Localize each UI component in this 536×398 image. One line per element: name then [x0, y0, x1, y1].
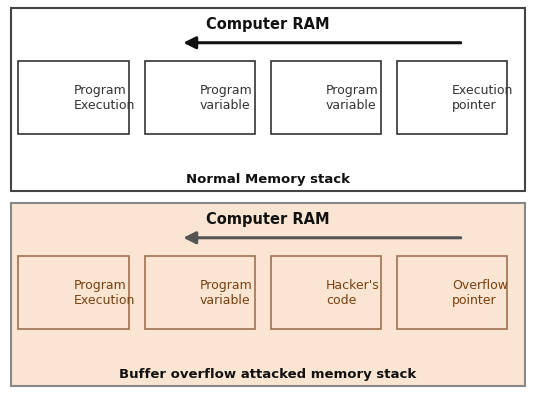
Text: Computer RAM: Computer RAM: [206, 17, 330, 32]
Text: Buffer overflow attacked memory stack: Buffer overflow attacked memory stack: [120, 368, 416, 381]
Text: Normal Memory stack: Normal Memory stack: [186, 173, 350, 186]
Bar: [145, 61, 255, 134]
Text: Program
Execution: Program Execution: [74, 279, 135, 307]
Bar: [145, 256, 255, 329]
Bar: [397, 61, 507, 134]
Text: Program
variable: Program variable: [200, 84, 252, 112]
Text: Execution
pointer: Execution pointer: [452, 84, 513, 112]
Bar: [397, 256, 507, 329]
Bar: [271, 256, 381, 329]
Bar: [18, 256, 129, 329]
Text: Overflow
pointer: Overflow pointer: [452, 279, 508, 307]
Text: Computer RAM: Computer RAM: [206, 212, 330, 227]
Text: Program
variable: Program variable: [200, 279, 252, 307]
Text: Program
Execution: Program Execution: [74, 84, 135, 112]
Text: Program
variable: Program variable: [326, 84, 378, 112]
Bar: [18, 61, 129, 134]
Bar: [271, 61, 381, 134]
Text: Hacker's
code: Hacker's code: [326, 279, 379, 307]
